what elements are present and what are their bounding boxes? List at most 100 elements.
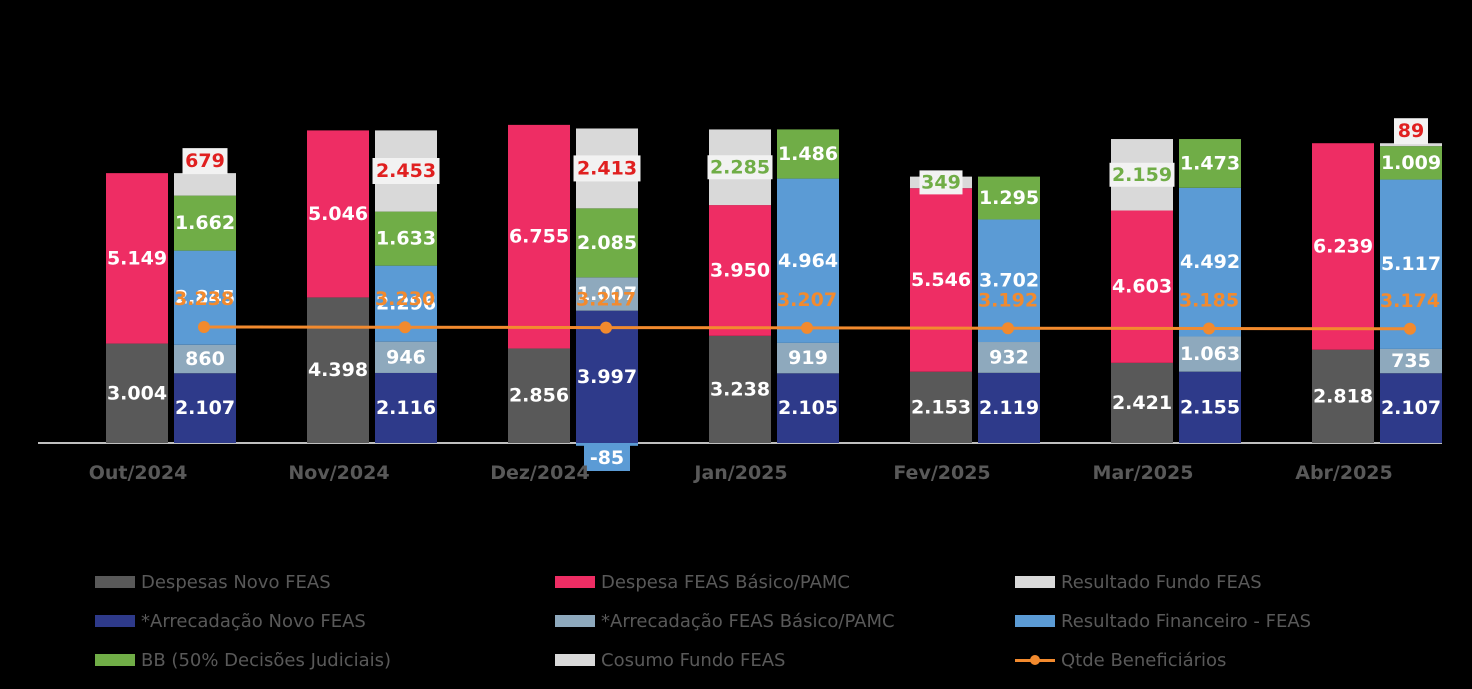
line-point-dez-2024 [600, 321, 612, 334]
bar-arrecadacao-feas-basico-pamc-abr-2025 [1380, 348, 1442, 374]
data-label-despesas-novo-feas-nov-2024: 4.398 [308, 359, 368, 381]
data-label-despesa-feas-basico-pamc-nov-2024: 5.046 [308, 203, 368, 225]
data-label-resultado-financeiro-feas-jan-2025: 4.964 [778, 250, 838, 272]
data-label-cosumo-fundo-feas-nov-2024: 2.453 [376, 160, 436, 182]
line-label-out-2024: 3.238 [174, 288, 234, 310]
bar-bb-50-decisoes-judiciais-abr-2025 [1380, 146, 1442, 180]
line-label-dez-2024: 3.217 [576, 289, 636, 311]
data-label-bb-50-decisoes-judiciais-out-2024: 1.662 [175, 212, 235, 234]
bar-resultado-financeiro-feas-dez-2024 [576, 443, 638, 446]
bar-despesas-novo-feas-nov-2024 [307, 297, 369, 443]
line-point-nov-2024 [399, 321, 411, 334]
legend-label: Cosumo Fundo FEAS [601, 649, 786, 671]
bar-resultado-financeiro-feas-abr-2025 [1380, 179, 1442, 349]
data-label-bb-50-decisoes-judiciais-nov-2024: 1.633 [376, 228, 436, 250]
legend-label: Despesas Novo FEAS [141, 571, 331, 593]
line-point-jan-2025 [801, 321, 813, 334]
bar-arrecadacao-feas-basico-pamc-jan-2025 [777, 342, 839, 374]
data-label-despesas-novo-feas-mar-2025: 2.421 [1112, 392, 1172, 414]
line-point-out-2024 [198, 321, 210, 333]
legend-item-despesa-feas-basico-pamc: Despesa FEAS Básico/PAMC [555, 570, 850, 594]
bar-despesas-novo-feas-out-2024 [106, 343, 168, 443]
legend-label: *Arrecadação FEAS Básico/PAMC [601, 610, 895, 632]
data-label-despesas-novo-feas-out-2024: 3.004 [107, 382, 167, 404]
legend-swatch-arrecadacao-novo-feas [95, 615, 135, 627]
bar-despesas-novo-feas-fev-2025 [910, 371, 972, 443]
bar-resultado-financeiro-feas-jan-2025 [777, 178, 839, 343]
data-label-bg-resultado-fundo-feas-jan-2025 [707, 155, 773, 180]
bar-despesa-feas-basico-pamc-dez-2024 [508, 124, 570, 349]
data-label-bb-50-decisoes-judiciais-mar-2025: 1.473 [1180, 152, 1240, 174]
data-label-bb-50-decisoes-judiciais-abr-2025: 1.009 [1381, 152, 1441, 174]
bar-resultado-financeiro-feas-fev-2025 [978, 219, 1040, 343]
data-label-arrecadacao-novo-feas-fev-2025: 2.119 [979, 397, 1039, 419]
data-label-resultado-financeiro-feas-out-2024: 2.845 [175, 287, 235, 309]
bar-arrecadacao-feas-basico-pamc-fev-2025 [978, 342, 1040, 373]
bar-resultado-financeiro-feas-mar-2025 [1179, 187, 1241, 337]
bar-bb-50-decisoes-judiciais-out-2024 [174, 195, 236, 251]
data-label-cosumo-fundo-feas-dez-2024: 2.413 [577, 157, 637, 179]
legend-label: BB (50% Decisões Judiciais) [141, 649, 392, 671]
legend-swatch-resultado-fundo-feas [1015, 576, 1055, 588]
bar-bb-50-decisoes-judiciais-fev-2025 [978, 176, 1040, 220]
x-tick-label-fev-2025: Fev/2025 [893, 462, 990, 484]
legend-item-arrecadacao-feas-basico-pamc: *Arrecadação FEAS Básico/PAMC [555, 609, 895, 633]
legend-item-resultado-financeiro-feas: Resultado Financeiro - FEAS [1015, 609, 1311, 633]
legend-label: Resultado Fundo FEAS [1061, 571, 1262, 593]
legend-item-bb-50-decisoes-judiciais: BB (50% Decisões Judiciais) [95, 648, 391, 672]
bar-cosumo-fundo-feas-abr-2025 [1380, 143, 1442, 147]
bar-despesa-feas-basico-pamc-abr-2025 [1312, 143, 1374, 350]
x-tick-label-nov-2024: Nov/2024 [288, 462, 389, 484]
data-label-cosumo-fundo-feas-abr-2025: 89 [1398, 120, 1424, 142]
data-label-arrecadacao-feas-basico-pamc-out-2024: 860 [185, 348, 225, 370]
bar-despesa-feas-basico-pamc-fev-2025 [910, 188, 972, 372]
bar-despesa-feas-basico-pamc-mar-2025 [1111, 210, 1173, 363]
data-label-resultado-financeiro-feas-abr-2025: 5.117 [1381, 253, 1441, 275]
legend-swatch-cosumo-fundo-feas [555, 654, 595, 666]
data-label-resultado-fundo-feas-fev-2025: 349 [921, 171, 961, 193]
line-label-nov-2024: 3.230 [375, 288, 435, 310]
bar-cosumo-fundo-feas-out-2024 [174, 173, 236, 196]
data-label-arrecadacao-novo-feas-jan-2025: 2.105 [778, 397, 838, 419]
bar-bb-50-decisoes-judiciais-dez-2024 [576, 208, 638, 278]
data-label-bg-cosumo-fundo-feas-dez-2024 [573, 155, 641, 182]
data-label-resultado-fundo-feas-jan-2025: 2.285 [710, 156, 770, 178]
line-label-mar-2025: 3.185 [1179, 289, 1239, 311]
x-tick-label-abr-2025: Abr/2025 [1295, 462, 1393, 484]
data-label-bb-50-decisoes-judiciais-fev-2025: 1.295 [979, 187, 1039, 209]
data-label-arrecadacao-feas-basico-pamc-abr-2025: 735 [1391, 350, 1431, 372]
legend-swatch-despesas-novo-feas [95, 576, 135, 588]
data-label-bg-resultado-financeiro-feas-dez-2024 [584, 445, 630, 471]
bar-despesas-novo-feas-dez-2024 [508, 348, 570, 443]
data-label-resultado-financeiro-feas-nov-2024: 2.296 [376, 293, 436, 315]
data-label-despesas-novo-feas-dez-2024: 2.856 [509, 385, 569, 407]
data-label-arrecadacao-novo-feas-mar-2025: 2.155 [1180, 396, 1240, 418]
data-label-despesa-feas-basico-pamc-dez-2024: 6.755 [509, 226, 569, 248]
legend-swatch-qtde-beneficiarios [1015, 654, 1055, 666]
bar-arrecadacao-novo-feas-out-2024 [174, 373, 236, 443]
data-label-bg-cosumo-fundo-feas-out-2024 [182, 148, 228, 175]
bar-despesas-novo-feas-jan-2025 [709, 335, 771, 443]
data-label-arrecadacao-novo-feas-out-2024: 2.107 [175, 397, 235, 419]
bar-arrecadacao-feas-basico-pamc-nov-2024 [375, 341, 437, 373]
legend-label: *Arrecadação Novo FEAS [141, 610, 366, 632]
line-label-fev-2025: 3.192 [978, 289, 1038, 311]
bar-arrecadacao-novo-feas-abr-2025 [1380, 373, 1442, 443]
line-label-abr-2025: 3.174 [1380, 290, 1440, 312]
data-label-despesa-feas-basico-pamc-abr-2025: 6.239 [1313, 235, 1373, 257]
chart: 3.004 5.149 2.107 860 2.845 1.662 679 Out/2024 4… [38, 118, 1442, 484]
bar-arrecadacao-novo-feas-fev-2025 [978, 372, 1040, 443]
legend-swatch-despesa-feas-basico-pamc [555, 576, 595, 588]
bar-arrecadacao-novo-feas-jan-2025 [777, 373, 839, 443]
bar-despesa-feas-basico-pamc-out-2024 [106, 173, 168, 344]
data-label-arrecadacao-novo-feas-dez-2024: 3.997 [577, 366, 637, 388]
data-label-resultado-fundo-feas-mar-2025: 2.159 [1112, 164, 1172, 186]
data-label-despesas-novo-feas-abr-2025: 2.818 [1313, 385, 1373, 407]
data-label-bb-50-decisoes-judiciais-jan-2025: 1.486 [778, 143, 838, 165]
legend-label: Qtde Beneficiários [1061, 649, 1227, 671]
legend-swatch-resultado-financeiro-feas [1015, 615, 1055, 627]
data-label-despesa-feas-basico-pamc-fev-2025: 5.546 [911, 269, 971, 291]
data-label-resultado-financeiro-feas-mar-2025: 4.492 [1180, 251, 1240, 273]
line-point-fev-2025 [1002, 322, 1014, 335]
data-label-despesa-feas-basico-pamc-out-2024: 5.149 [107, 247, 167, 269]
